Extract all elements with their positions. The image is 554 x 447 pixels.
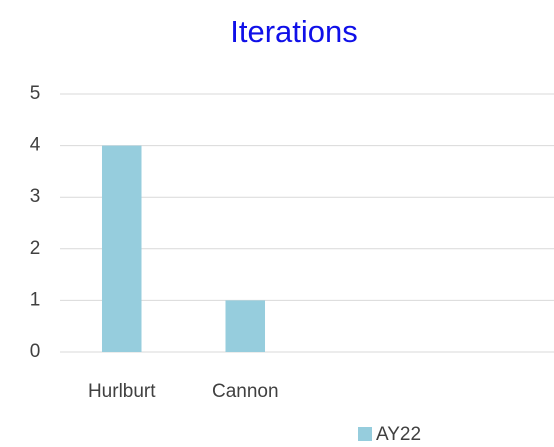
x-tick-label: Cannon <box>212 381 279 402</box>
bar <box>101 145 142 352</box>
legend-swatch <box>358 427 372 441</box>
x-tick-label: Hurlburt <box>88 381 156 402</box>
chart-title: Iterations <box>230 14 358 49</box>
legend-label: AY22 <box>376 424 421 445</box>
y-tick-label: 0 <box>30 341 41 362</box>
y-tick-label: 2 <box>30 238 41 259</box>
y-tick-label: 5 <box>30 83 41 104</box>
y-tick-label: 3 <box>30 186 41 207</box>
bar <box>225 300 266 352</box>
y-tick-label: 1 <box>30 289 41 310</box>
y-tick-label: 4 <box>30 135 41 156</box>
